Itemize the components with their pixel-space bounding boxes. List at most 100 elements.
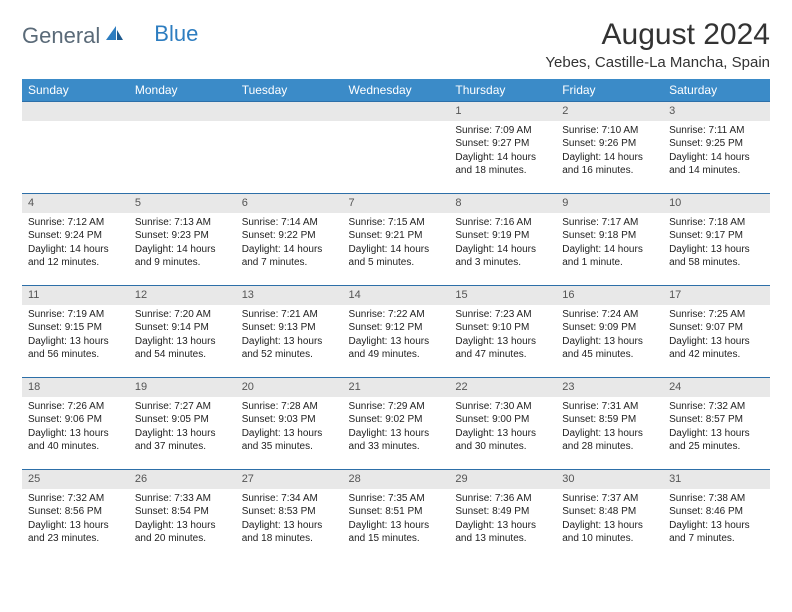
sunrise-text: Sunrise: 7:25 AM bbox=[669, 308, 764, 322]
sunrise-text: Sunrise: 7:33 AM bbox=[135, 492, 230, 506]
weekday-row: SundayMondayTuesdayWednesdayThursdayFrid… bbox=[22, 79, 770, 102]
daylight-text: Daylight: 13 hours and 54 minutes. bbox=[135, 335, 230, 362]
day-body: Sunrise: 7:15 AMSunset: 9:21 PMDaylight:… bbox=[343, 213, 450, 272]
sunrise-text: Sunrise: 7:28 AM bbox=[242, 400, 337, 414]
sunrise-text: Sunrise: 7:31 AM bbox=[562, 400, 657, 414]
day-number: 13 bbox=[236, 286, 343, 305]
sunrise-text: Sunrise: 7:18 AM bbox=[669, 216, 764, 230]
sunset-text: Sunset: 9:03 PM bbox=[242, 413, 337, 427]
day-body: Sunrise: 7:20 AMSunset: 9:14 PMDaylight:… bbox=[129, 305, 236, 364]
location-text: Yebes, Castille-La Mancha, Spain bbox=[545, 54, 770, 71]
daylight-text: Daylight: 14 hours and 12 minutes. bbox=[28, 243, 123, 270]
daylight-text: Daylight: 14 hours and 9 minutes. bbox=[135, 243, 230, 270]
daylight-text: Daylight: 13 hours and 33 minutes. bbox=[349, 427, 444, 454]
day-cell: 30Sunrise: 7:37 AMSunset: 8:48 PMDayligh… bbox=[556, 470, 663, 562]
daylight-text: Daylight: 14 hours and 16 minutes. bbox=[562, 151, 657, 178]
sunrise-text: Sunrise: 7:11 AM bbox=[669, 124, 764, 138]
sunset-text: Sunset: 9:00 PM bbox=[455, 413, 550, 427]
title-block: August 2024 Yebes, Castille-La Mancha, S… bbox=[545, 18, 770, 71]
daylight-text: Daylight: 13 hours and 18 minutes. bbox=[242, 519, 337, 546]
day-body: Sunrise: 7:17 AMSunset: 9:18 PMDaylight:… bbox=[556, 213, 663, 272]
empty-cell bbox=[236, 102, 343, 194]
day-cell: 14Sunrise: 7:22 AMSunset: 9:12 PMDayligh… bbox=[343, 286, 450, 378]
day-cell: 20Sunrise: 7:28 AMSunset: 9:03 PMDayligh… bbox=[236, 378, 343, 470]
daylight-text: Daylight: 13 hours and 10 minutes. bbox=[562, 519, 657, 546]
day-body: Sunrise: 7:23 AMSunset: 9:10 PMDaylight:… bbox=[449, 305, 556, 364]
daylight-text: Daylight: 14 hours and 5 minutes. bbox=[349, 243, 444, 270]
day-cell: 11Sunrise: 7:19 AMSunset: 9:15 PMDayligh… bbox=[22, 286, 129, 378]
sunset-text: Sunset: 9:22 PM bbox=[242, 229, 337, 243]
sunset-text: Sunset: 9:05 PM bbox=[135, 413, 230, 427]
day-number: 17 bbox=[663, 286, 770, 305]
sunset-text: Sunset: 9:02 PM bbox=[349, 413, 444, 427]
week-row: 25Sunrise: 7:32 AMSunset: 8:56 PMDayligh… bbox=[22, 470, 770, 562]
day-number: 15 bbox=[449, 286, 556, 305]
day-cell: 16Sunrise: 7:24 AMSunset: 9:09 PMDayligh… bbox=[556, 286, 663, 378]
daylight-text: Daylight: 13 hours and 58 minutes. bbox=[669, 243, 764, 270]
sunrise-text: Sunrise: 7:27 AM bbox=[135, 400, 230, 414]
day-number: 28 bbox=[343, 470, 450, 489]
day-number: 19 bbox=[129, 378, 236, 397]
daylight-text: Daylight: 13 hours and 45 minutes. bbox=[562, 335, 657, 362]
week-row: 11Sunrise: 7:19 AMSunset: 9:15 PMDayligh… bbox=[22, 286, 770, 378]
day-body: Sunrise: 7:10 AMSunset: 9:26 PMDaylight:… bbox=[556, 121, 663, 180]
sunrise-text: Sunrise: 7:12 AM bbox=[28, 216, 123, 230]
sunset-text: Sunset: 8:51 PM bbox=[349, 505, 444, 519]
daylight-text: Daylight: 13 hours and 15 minutes. bbox=[349, 519, 444, 546]
day-body: Sunrise: 7:25 AMSunset: 9:07 PMDaylight:… bbox=[663, 305, 770, 364]
day-cell: 26Sunrise: 7:33 AMSunset: 8:54 PMDayligh… bbox=[129, 470, 236, 562]
sunrise-text: Sunrise: 7:24 AM bbox=[562, 308, 657, 322]
brand-logo: General Blue bbox=[22, 18, 198, 47]
sunset-text: Sunset: 8:59 PM bbox=[562, 413, 657, 427]
sunset-text: Sunset: 9:25 PM bbox=[669, 137, 764, 151]
daylight-text: Daylight: 13 hours and 37 minutes. bbox=[135, 427, 230, 454]
calendar-head: SundayMondayTuesdayWednesdayThursdayFrid… bbox=[22, 79, 770, 102]
sunrise-text: Sunrise: 7:15 AM bbox=[349, 216, 444, 230]
day-body: Sunrise: 7:35 AMSunset: 8:51 PMDaylight:… bbox=[343, 489, 450, 548]
sunset-text: Sunset: 9:14 PM bbox=[135, 321, 230, 335]
day-number: 16 bbox=[556, 286, 663, 305]
day-cell: 21Sunrise: 7:29 AMSunset: 9:02 PMDayligh… bbox=[343, 378, 450, 470]
day-cell: 18Sunrise: 7:26 AMSunset: 9:06 PMDayligh… bbox=[22, 378, 129, 470]
daylight-text: Daylight: 13 hours and 20 minutes. bbox=[135, 519, 230, 546]
day-cell: 1Sunrise: 7:09 AMSunset: 9:27 PMDaylight… bbox=[449, 102, 556, 194]
day-cell: 15Sunrise: 7:23 AMSunset: 9:10 PMDayligh… bbox=[449, 286, 556, 378]
empty-cell bbox=[22, 102, 129, 194]
week-row: 1Sunrise: 7:09 AMSunset: 9:27 PMDaylight… bbox=[22, 102, 770, 194]
day-number: 3 bbox=[663, 102, 770, 121]
day-body bbox=[22, 121, 129, 126]
day-number: 6 bbox=[236, 194, 343, 213]
day-body: Sunrise: 7:11 AMSunset: 9:25 PMDaylight:… bbox=[663, 121, 770, 180]
sunset-text: Sunset: 9:23 PM bbox=[135, 229, 230, 243]
empty-cell bbox=[129, 102, 236, 194]
day-number: 30 bbox=[556, 470, 663, 489]
daylight-text: Daylight: 13 hours and 7 minutes. bbox=[669, 519, 764, 546]
weekday-friday: Friday bbox=[556, 79, 663, 102]
sunset-text: Sunset: 9:26 PM bbox=[562, 137, 657, 151]
daylight-text: Daylight: 13 hours and 25 minutes. bbox=[669, 427, 764, 454]
sunset-text: Sunset: 8:53 PM bbox=[242, 505, 337, 519]
day-cell: 23Sunrise: 7:31 AMSunset: 8:59 PMDayligh… bbox=[556, 378, 663, 470]
day-cell: 3Sunrise: 7:11 AMSunset: 9:25 PMDaylight… bbox=[663, 102, 770, 194]
sunset-text: Sunset: 8:56 PM bbox=[28, 505, 123, 519]
sunrise-text: Sunrise: 7:36 AM bbox=[455, 492, 550, 506]
day-body: Sunrise: 7:29 AMSunset: 9:02 PMDaylight:… bbox=[343, 397, 450, 456]
day-number: 27 bbox=[236, 470, 343, 489]
day-number: 25 bbox=[22, 470, 129, 489]
daylight-text: Daylight: 13 hours and 13 minutes. bbox=[455, 519, 550, 546]
daylight-text: Daylight: 13 hours and 42 minutes. bbox=[669, 335, 764, 362]
daylight-text: Daylight: 13 hours and 30 minutes. bbox=[455, 427, 550, 454]
sunrise-text: Sunrise: 7:17 AM bbox=[562, 216, 657, 230]
day-cell: 2Sunrise: 7:10 AMSunset: 9:26 PMDaylight… bbox=[556, 102, 663, 194]
day-cell: 6Sunrise: 7:14 AMSunset: 9:22 PMDaylight… bbox=[236, 194, 343, 286]
day-body: Sunrise: 7:32 AMSunset: 8:57 PMDaylight:… bbox=[663, 397, 770, 456]
day-body: Sunrise: 7:21 AMSunset: 9:13 PMDaylight:… bbox=[236, 305, 343, 364]
day-body: Sunrise: 7:38 AMSunset: 8:46 PMDaylight:… bbox=[663, 489, 770, 548]
day-cell: 27Sunrise: 7:34 AMSunset: 8:53 PMDayligh… bbox=[236, 470, 343, 562]
sunrise-text: Sunrise: 7:23 AM bbox=[455, 308, 550, 322]
day-number: 18 bbox=[22, 378, 129, 397]
week-row: 4Sunrise: 7:12 AMSunset: 9:24 PMDaylight… bbox=[22, 194, 770, 286]
day-number: 10 bbox=[663, 194, 770, 213]
sunrise-text: Sunrise: 7:21 AM bbox=[242, 308, 337, 322]
day-body: Sunrise: 7:13 AMSunset: 9:23 PMDaylight:… bbox=[129, 213, 236, 272]
